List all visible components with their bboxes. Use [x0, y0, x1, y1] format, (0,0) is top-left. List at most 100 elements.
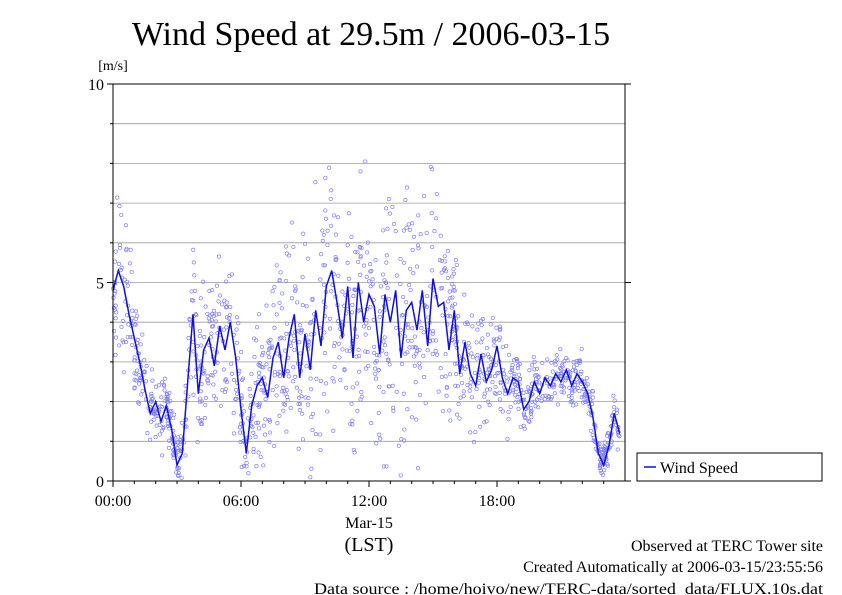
data-point [172, 412, 177, 417]
data-point [233, 397, 238, 402]
data-point [386, 197, 391, 202]
data-point [485, 332, 490, 337]
data-point [521, 390, 526, 395]
data-point [293, 374, 298, 379]
data-point [377, 314, 382, 319]
x-axis-ticks: 00:00 06:00 12:00 18:00 [95, 481, 605, 510]
data-point [320, 228, 325, 233]
data-point [486, 366, 491, 371]
data-point [248, 435, 253, 440]
data-point [321, 282, 327, 287]
data-point [371, 317, 376, 322]
data-point [325, 242, 330, 248]
data-point [365, 250, 370, 255]
data-point [394, 389, 399, 394]
data-point [357, 353, 362, 359]
data-point [370, 282, 375, 287]
data-point [381, 339, 386, 344]
data-point [277, 374, 282, 379]
data-point [490, 315, 495, 320]
data-point [513, 393, 518, 398]
data-point [422, 375, 427, 380]
data-point [384, 280, 389, 286]
data-point [256, 404, 261, 409]
data-point [448, 295, 453, 301]
data-point [310, 411, 315, 416]
data-point [469, 395, 474, 400]
data-point [275, 421, 280, 426]
data-point [504, 379, 510, 384]
data-point [484, 346, 489, 351]
data-point [382, 335, 387, 340]
data-point [309, 466, 314, 471]
data-point [209, 372, 214, 378]
data-point [554, 353, 559, 358]
data-point [490, 380, 495, 385]
data-point [564, 376, 569, 381]
data-point [414, 417, 419, 422]
data-point [241, 464, 247, 469]
data-point [402, 260, 407, 265]
data-point [267, 340, 272, 346]
data-point [407, 345, 412, 350]
data-point [353, 250, 358, 255]
data-point [257, 370, 262, 375]
y-tick-label: 5 [96, 276, 104, 293]
data-point [443, 352, 448, 357]
data-point [451, 284, 456, 289]
data-point [549, 360, 554, 365]
data-point [430, 329, 436, 334]
data-point [335, 215, 340, 220]
data-point [117, 246, 123, 251]
data-point [441, 409, 446, 414]
data-point [417, 365, 423, 370]
data-point [291, 333, 296, 338]
data-point [132, 377, 137, 382]
legend: Wind Speed [636, 452, 823, 482]
data-point [183, 453, 188, 458]
data-point [234, 340, 239, 345]
y-tick-label: 10 [88, 77, 104, 94]
data-point [384, 260, 389, 265]
data-point [488, 322, 493, 327]
data-point [408, 287, 413, 293]
data-point [215, 360, 220, 365]
data-point [451, 267, 456, 272]
data-point [576, 359, 581, 364]
data-point [303, 395, 308, 400]
data-point [571, 403, 576, 408]
data-point [373, 258, 378, 263]
data-point [512, 382, 517, 387]
data-point [203, 395, 208, 400]
data-point [493, 363, 498, 368]
data-point [512, 372, 517, 377]
data-point [227, 312, 233, 317]
data-point [559, 389, 564, 395]
data-point [298, 323, 303, 328]
data-point [284, 388, 289, 393]
data-point [537, 380, 542, 385]
data-point [267, 439, 272, 445]
data-point [545, 357, 550, 362]
data-point [457, 416, 462, 421]
data-point [210, 324, 216, 329]
data-point [522, 426, 527, 431]
data-point [401, 391, 406, 396]
data-point [279, 389, 284, 394]
data-point [514, 386, 519, 391]
legend-label-wind-speed: Wind Speed [660, 460, 738, 477]
x-axis-label: (LST) [345, 534, 394, 556]
data-point [318, 447, 323, 453]
data-point [234, 327, 239, 332]
data-point [124, 340, 129, 345]
data-point [149, 367, 154, 372]
data-point [381, 464, 386, 469]
data-point [401, 294, 406, 300]
data-point [387, 362, 392, 367]
data-point [472, 370, 478, 375]
data-point [530, 399, 535, 405]
data-point [142, 358, 147, 363]
data-point [501, 371, 506, 376]
data-point [612, 405, 617, 410]
data-point [145, 431, 150, 436]
